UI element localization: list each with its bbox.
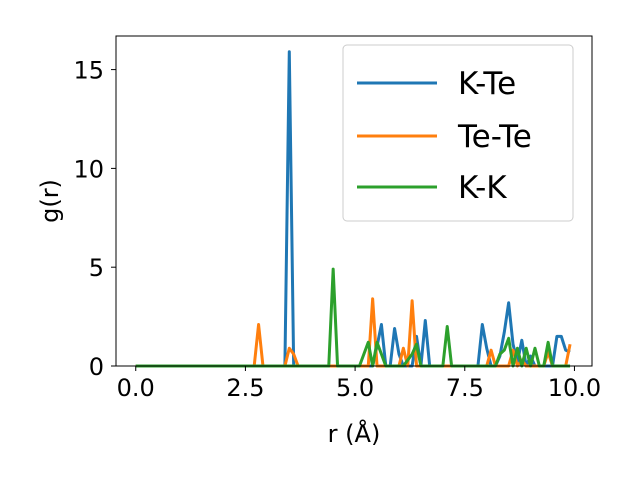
x-tick-label: 0.0: [117, 374, 155, 402]
legend-label-k-te: K-Te: [458, 66, 516, 102]
x-tick-label: 2.5: [226, 374, 264, 402]
x-axis: 0.0 2.5 5.0 7.5 10.0: [117, 366, 601, 402]
x-tick-label: 5.0: [336, 374, 374, 402]
plot-frame: [115, 35, 593, 367]
legend-box: [342, 44, 574, 222]
y-axis-label: g(r): [36, 179, 64, 223]
x-tick-label: 7.5: [446, 374, 484, 402]
y-tick-label: 10: [73, 155, 104, 183]
series-line-k-k: [135, 267, 571, 368]
legend: K-Te Te-Te K-K: [342, 44, 574, 222]
legend-label-k-k: K-K: [458, 170, 507, 206]
y-tick-label: 5: [89, 254, 104, 282]
y-tick-label: 15: [73, 57, 104, 85]
x-tick-label: 10.0: [548, 374, 601, 402]
y-axis: 0 5 10 15: [73, 57, 116, 381]
y-tick-label: 0: [89, 353, 104, 381]
x-axis-label: r (Å): [328, 419, 381, 448]
legend-label-te-te: Te-Te: [457, 119, 532, 155]
